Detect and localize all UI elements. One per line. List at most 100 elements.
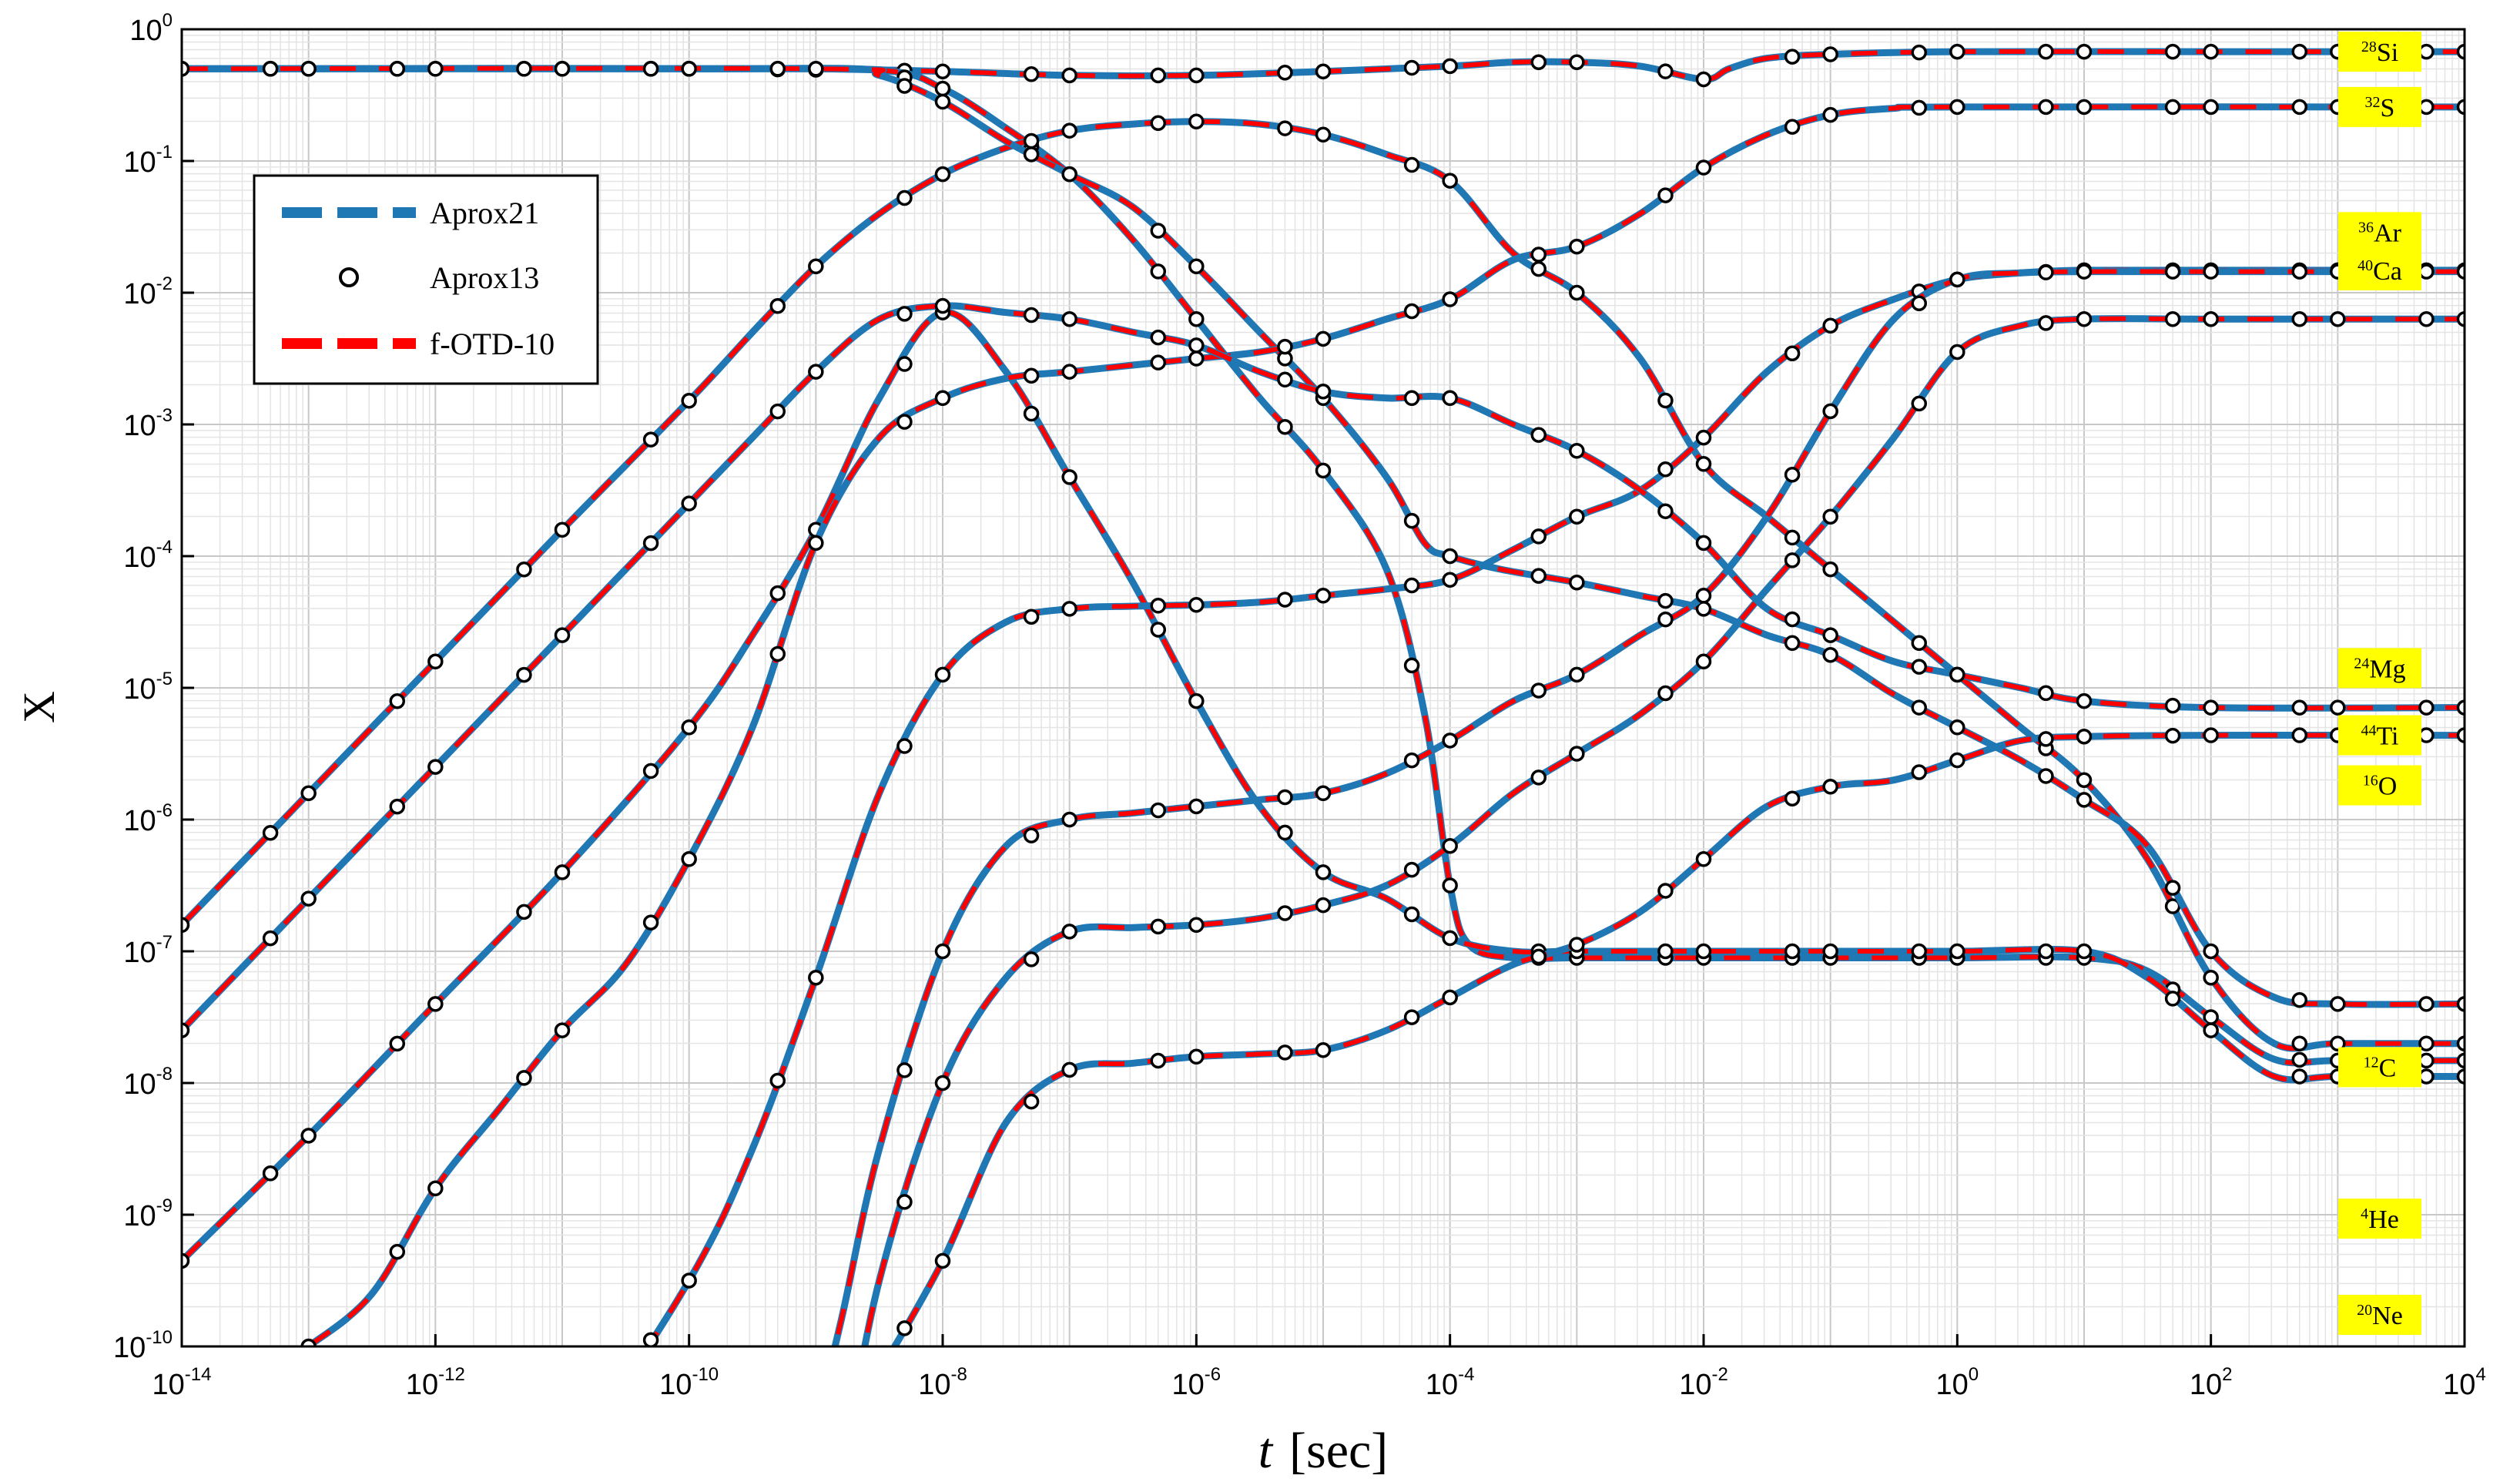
aprox13-marker-s <box>934 80 951 97</box>
aprox13-marker-mg <box>389 61 406 77</box>
aprox13-marker-mg <box>1530 568 1547 584</box>
aprox13-marker-ar <box>1442 173 1458 189</box>
aprox13-marker-si <box>1530 54 1547 70</box>
species-label-s: 32S <box>2338 86 2421 127</box>
x-tick-label: 10-8 <box>918 1364 967 1401</box>
aprox13-marker-s <box>1277 418 1293 435</box>
aprox13-marker-ca <box>2164 991 2181 1007</box>
aprox13-marker-ca <box>1315 864 1332 880</box>
aprox13-marker-mg <box>554 61 571 77</box>
aprox13-marker-o <box>1822 317 1838 334</box>
aprox13-marker-unlabeled <box>300 890 317 907</box>
aprox13-marker-unlabeled <box>427 759 444 775</box>
aprox13-marker-c <box>1569 746 1585 762</box>
aprox13-marker-ti <box>896 1320 913 1336</box>
aprox13-marker-ca <box>1442 930 1458 947</box>
aprox13-marker-unlabeled <box>1277 371 1293 388</box>
aprox13-marker-ar <box>2418 1035 2435 1051</box>
aprox13-marker-c <box>1277 905 1293 921</box>
aprox13-marker-si <box>1911 44 1928 61</box>
aprox13-marker-ti <box>2038 731 2054 747</box>
aprox13-marker-ti <box>2203 727 2219 743</box>
aprox13-marker-unlabeled <box>516 666 532 683</box>
aprox13-marker-he <box>1530 246 1547 263</box>
x-axis-title: t [sec] <box>1258 1423 1389 1479</box>
y-tick-label: 10-9 <box>123 1195 173 1232</box>
aprox13-marker-ti <box>1277 1044 1293 1061</box>
aprox13-marker-unlabeled <box>554 627 571 643</box>
aprox13-marker-ne <box>2456 263 2465 280</box>
aprox13-marker-c <box>1949 344 1965 360</box>
series-ti <box>890 727 2465 1346</box>
series-c <box>861 310 2465 1346</box>
species-label-box <box>2338 648 2421 689</box>
aprox13-marker-unlabeled <box>1784 611 1801 628</box>
aprox13-marker-unlabeled <box>1695 535 1712 552</box>
aprox13-marker-s <box>1315 462 1332 479</box>
aprox13-marker-ca <box>1822 943 1838 960</box>
aprox13-marker-mg <box>1188 258 1205 275</box>
aprox13-marker-ca <box>2203 1022 2219 1038</box>
species-label-box <box>2338 86 2421 127</box>
aprox13-marker-ca <box>2291 1068 2308 1085</box>
aprox13-marker-ar <box>300 785 317 802</box>
aprox13-marker-ti <box>1150 1052 1167 1069</box>
aprox13-marker-ti <box>2418 727 2435 743</box>
aprox13-marker-ca <box>1911 943 1928 960</box>
fotd-line-c <box>862 316 2465 1346</box>
aprox13-marker-he <box>934 390 951 407</box>
aprox13-marker-ti <box>2456 727 2465 743</box>
aprox13-marker-ca <box>1695 943 1712 960</box>
aprox13-marker-ti <box>1061 1061 1077 1078</box>
aprox13-marker-he <box>554 1022 571 1038</box>
aprox13-marker-o <box>1315 588 1332 604</box>
aprox13-marker-c <box>2291 310 2308 327</box>
aprox13-marker-he <box>1188 350 1205 367</box>
x-axis-title-unit: [sec] <box>1289 1423 1388 1479</box>
aprox13-marker-unlabeled <box>2330 699 2346 716</box>
aprox13-marker-ar <box>1188 113 1205 129</box>
aprox13-marker-si <box>1442 58 1458 75</box>
aprox13-marker-mg <box>1911 699 1928 716</box>
aprox13-marker-ar <box>1061 122 1077 139</box>
aprox13-marker-ar <box>642 431 659 448</box>
aprox13-marker-ti <box>1784 790 1801 806</box>
aprox13-marker-mg <box>2164 880 2181 896</box>
aprox13-marker-s <box>2203 1009 2219 1025</box>
aprox13-marker-ar <box>2330 1035 2346 1051</box>
species-label-text: 28Si <box>2361 39 2398 67</box>
legend: Aprox21 Aprox13 f-OTD-10 <box>253 174 599 385</box>
fotd-line-unlabeled <box>182 303 2465 1032</box>
aprox13-marker-c <box>2038 315 2054 331</box>
aprox13-marker-mg <box>681 61 697 77</box>
aprox13-marker-mg <box>1569 574 1585 591</box>
aprox13-marker-s <box>2456 1052 2465 1069</box>
aprox13-marker-unlabeled <box>1569 442 1585 459</box>
species-label-text: 20Ne <box>2357 1302 2403 1330</box>
series-he <box>300 99 2465 1346</box>
aprox13-marker-ca <box>2076 943 2093 960</box>
aprox13-marker-s <box>2291 1051 2308 1068</box>
aprox13-marker-si <box>2418 43 2435 60</box>
aprox13-marker-mg <box>769 61 786 77</box>
aprox13-marker-unlabeled <box>2038 685 2054 702</box>
aprox13-marker-unlabeled <box>2203 699 2219 716</box>
aprox13-marker-o <box>808 969 824 986</box>
y-tick-label: 10-8 <box>123 1064 173 1101</box>
aprox13-marker-c <box>934 1075 951 1091</box>
aprox13-marker-s <box>2418 1052 2435 1069</box>
aprox13-marker-he <box>2038 99 2054 116</box>
aprox13-marker-ar <box>1911 635 1928 651</box>
aprox13-marker-mg <box>1784 635 1801 652</box>
aprox13-marker-he <box>1822 106 1838 123</box>
x-tick-label: 10-6 <box>1172 1364 1221 1401</box>
aprox13-marker-ne <box>896 1062 913 1078</box>
aprox13-marker-ar <box>1657 392 1674 409</box>
aprox13-marker-mg <box>934 93 951 110</box>
aprox13-marker-ca <box>642 763 659 780</box>
aprox13-marker-unlabeled <box>1530 427 1547 443</box>
y-tick-label: 10-7 <box>123 932 173 969</box>
aprox13-marker-unlabeled <box>1657 503 1674 519</box>
series-group <box>182 43 2465 1346</box>
